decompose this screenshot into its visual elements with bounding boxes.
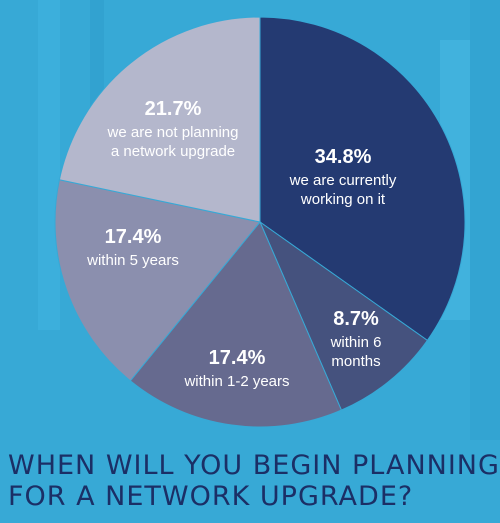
slice-category-label-3-line-1: within 1-2 years — [183, 373, 289, 390]
pie-slices — [54, 16, 466, 428]
slice-category-label-5-line-1: we are not planning — [107, 124, 239, 141]
slice-value-label-5: 21.7% — [145, 98, 202, 120]
chart-title-line-1: WHEN WILL YOU BEGIN PLANNING — [8, 450, 500, 481]
pie-labels: 34.8% we are currently working on it 8.7% wi… — [86, 98, 397, 390]
slice-value-label-3: 17.4% — [209, 347, 266, 369]
pie-chart: 34.8% we are currently working on it 8.7% wi… — [54, 16, 466, 428]
slice-category-label-1-line-2: working on it — [300, 191, 386, 208]
pie-slice-4 — [54, 179, 261, 382]
pie-slice-2 — [258, 220, 429, 411]
chart-title-line-2: FOR A NETWORK UPGRADE? — [8, 481, 414, 512]
slice-category-label-2-line-2: months — [331, 353, 380, 370]
slice-category-label-4-line-1: within 5 years — [86, 252, 179, 269]
slice-value-label-1: 34.8% — [315, 146, 372, 168]
pie-slice-1 — [259, 16, 466, 342]
slice-value-label-4: 17.4% — [105, 226, 162, 248]
slice-category-label-1-line-1: we are currently — [289, 172, 397, 189]
slice-category-label-2-line-1: within 6 — [330, 334, 382, 351]
pie-slice-3 — [129, 221, 343, 428]
chart-title: WHEN WILL YOU BEGIN PLANNING FOR A NETWO… — [8, 450, 500, 512]
slice-value-label-2: 8.7% — [333, 308, 379, 330]
pie-slice-5 — [58, 16, 261, 223]
slice-category-label-5-line-2: a network upgrade — [111, 143, 235, 160]
